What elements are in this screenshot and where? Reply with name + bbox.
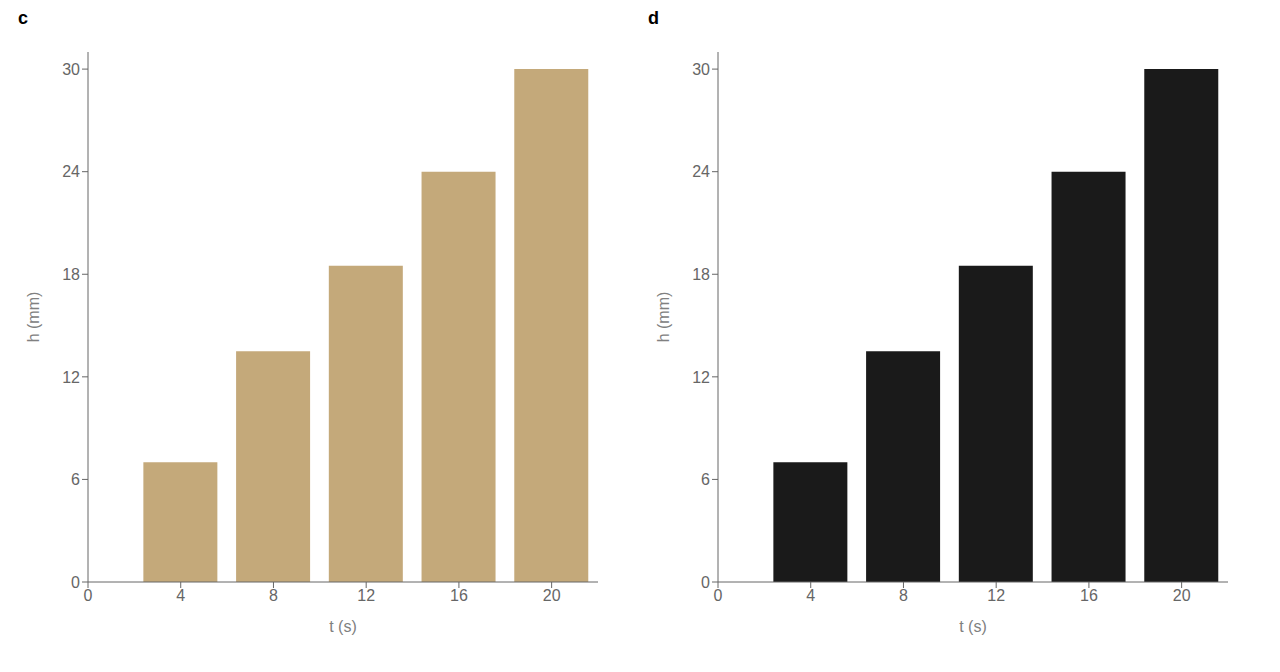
- svg-text:24: 24: [692, 163, 710, 180]
- svg-text:30: 30: [62, 61, 80, 78]
- svg-text:18: 18: [62, 266, 80, 283]
- svg-text:12: 12: [987, 587, 1005, 604]
- svg-text:0: 0: [84, 587, 93, 604]
- svg-text:t (s): t (s): [329, 618, 357, 635]
- svg-text:4: 4: [806, 587, 815, 604]
- svg-text:t (s): t (s): [959, 618, 987, 635]
- svg-text:0: 0: [714, 587, 723, 604]
- svg-text:20: 20: [1173, 587, 1191, 604]
- svg-text:24: 24: [62, 163, 80, 180]
- svg-text:0: 0: [701, 574, 710, 591]
- svg-text:0: 0: [71, 574, 80, 591]
- svg-text:8: 8: [269, 587, 278, 604]
- html-text:d: d: [648, 8, 659, 28]
- svg-text:8: 8: [899, 587, 908, 604]
- html-text:c: c: [18, 8, 28, 28]
- svg-text:16: 16: [1080, 587, 1098, 604]
- svg-text:30: 30: [692, 61, 710, 78]
- svg-text:20: 20: [543, 587, 561, 604]
- svg-text:12: 12: [692, 369, 710, 386]
- svg-text:6: 6: [71, 471, 80, 488]
- svg-text:4: 4: [176, 587, 185, 604]
- svg-text:6: 6: [701, 471, 710, 488]
- svg-text:h (mm): h (mm): [25, 292, 42, 343]
- svg-text:12: 12: [357, 587, 375, 604]
- svg-text:16: 16: [450, 587, 468, 604]
- svg-text:18: 18: [692, 266, 710, 283]
- svg-text:h (mm): h (mm): [655, 292, 672, 343]
- svg-text:12: 12: [62, 369, 80, 386]
